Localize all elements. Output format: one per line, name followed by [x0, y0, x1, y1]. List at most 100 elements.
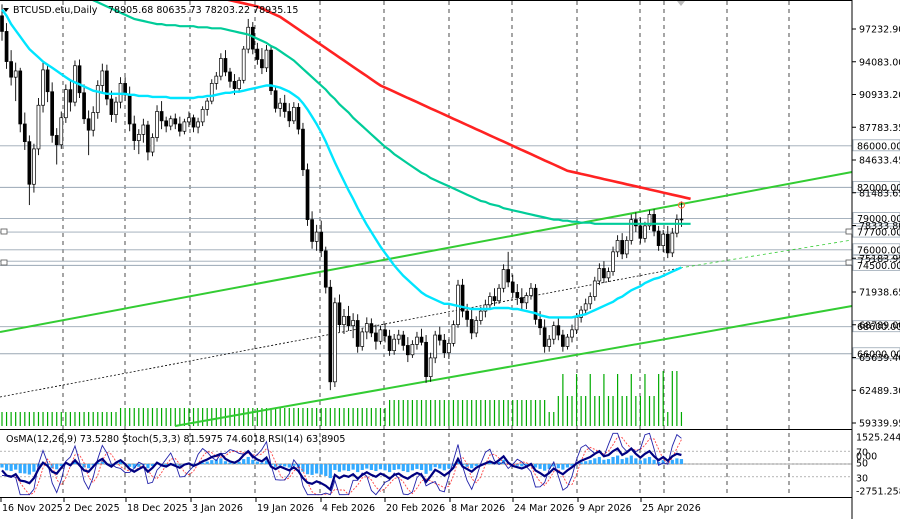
osma-bar [401, 464, 405, 472]
osma-bar [538, 464, 542, 469]
volume-bar [653, 396, 655, 426]
osma-bar [629, 455, 633, 464]
candle-body [291, 106, 296, 122]
level-label: 77700.00 [857, 228, 900, 239]
osma-bar [264, 460, 269, 464]
candle-body [542, 327, 547, 347]
volume-bar [88, 412, 90, 426]
candle-body [424, 341, 428, 377]
osma-bar [128, 464, 132, 467]
candle-body [282, 102, 287, 112]
left-handle-1-icon[interactable] [0, 228, 8, 235]
volume-bar [352, 408, 354, 426]
level-label: 74500.00 [857, 261, 900, 272]
candle-body [442, 339, 447, 354]
osma-bar [337, 464, 342, 472]
volume-bar [617, 374, 619, 426]
candle-body [13, 70, 18, 78]
volume-bar [534, 400, 537, 426]
volume-bar [503, 400, 505, 426]
volume-bar [156, 408, 158, 426]
osma-bar [324, 464, 328, 476]
volume-bar [621, 396, 623, 426]
symbol-dropdown-icon[interactable] [3, 8, 9, 12]
osma-bar [137, 464, 141, 467]
candle-body [547, 338, 552, 347]
candle-body [556, 325, 561, 336]
candle-body [396, 334, 401, 340]
osma-bar [679, 459, 684, 464]
volume-bar [553, 412, 555, 426]
osma-bar [584, 461, 588, 464]
candle-body [451, 324, 456, 344]
candle-body [109, 98, 114, 115]
candle-body [629, 219, 634, 241]
candle-body [538, 319, 542, 329]
candle-body [50, 91, 55, 136]
osma-bar [419, 464, 424, 470]
chart-shift-icon[interactable] [677, 1, 685, 6]
candle-body [255, 48, 260, 60]
volume-bar [420, 400, 423, 426]
volume-bar [10, 412, 12, 426]
volume-bar [566, 396, 569, 426]
level-label-box [852, 258, 900, 271]
osma-bar [465, 464, 469, 467]
volume-bar [256, 408, 258, 426]
volume-bar [211, 408, 213, 426]
osma-bar [319, 464, 323, 475]
osma-bar [456, 461, 460, 464]
candle-body [583, 303, 588, 311]
volume-bar [475, 400, 477, 426]
osma-bar [611, 456, 615, 464]
candle-body [392, 338, 397, 351]
volume-bar [51, 412, 53, 426]
volume-bar [329, 408, 331, 426]
candle-body [374, 332, 378, 342]
osma-bar [356, 464, 360, 473]
volume-bar [347, 408, 350, 426]
volume-bar [676, 371, 678, 426]
axis-layer: 16 Nov 2025 2 Dec 2025 18 Dec 2025 3 Jan 20… [0, 25, 900, 514]
volume-bar [265, 408, 268, 426]
x-tick-label: 19 Jan 2026 [257, 503, 314, 514]
volume-bar [293, 408, 295, 426]
volume-bar [320, 408, 322, 426]
candle-body [675, 219, 679, 234]
candle-body [173, 118, 178, 125]
osma-bar [14, 464, 18, 470]
volume-bar [430, 400, 432, 426]
x-tick-label: 3 Jan 2026 [192, 503, 243, 514]
volume-bar [124, 408, 126, 426]
osma-bar [278, 464, 282, 466]
osma-bar [328, 464, 332, 479]
candle-body [570, 329, 574, 338]
osma-bar [365, 464, 369, 469]
candle-body [82, 92, 86, 120]
osma-bar [533, 464, 538, 468]
right-handle-1-icon[interactable] [845, 228, 853, 235]
volume-bar [306, 408, 309, 426]
volume-bar [325, 408, 327, 426]
volume-bar [110, 412, 113, 426]
volume-bar [284, 408, 286, 426]
volume-bar [5, 412, 8, 426]
volume-bar [97, 412, 99, 426]
x-tick-label: 8 Mar 2026 [451, 503, 505, 514]
candle-body [478, 310, 483, 321]
left-handle-2-icon[interactable] [0, 259, 8, 266]
volume-bar [575, 374, 578, 426]
osma-bar [606, 459, 611, 464]
volume-bar [238, 408, 240, 426]
candle-body [588, 296, 593, 305]
level-layer: 86000.00 82000.00 79000.00 77700.00 76000.00… [0, 139, 900, 360]
y-tick-label: 90933.20 [859, 90, 900, 101]
volume-bar [667, 412, 669, 426]
candle-body [22, 123, 27, 142]
rsi-line [1, 447, 682, 492]
volume-bar [512, 400, 514, 426]
right-handle-2-icon[interactable] [845, 259, 853, 266]
osma-bar [210, 460, 214, 464]
volume-bar [165, 408, 167, 426]
